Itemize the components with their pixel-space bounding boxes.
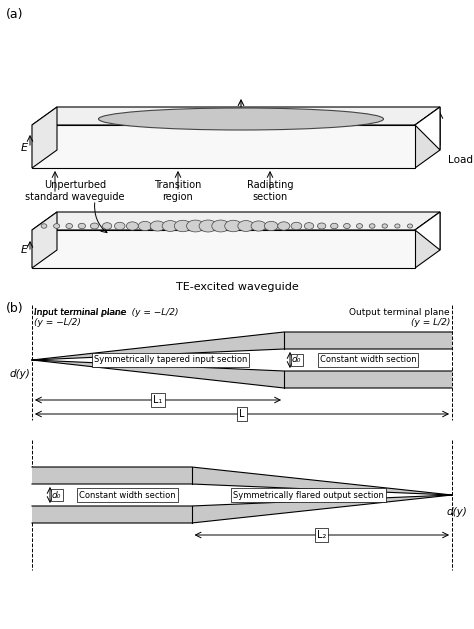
Ellipse shape [278,222,290,230]
Ellipse shape [150,221,165,231]
Ellipse shape [291,222,302,230]
Ellipse shape [225,220,242,231]
Ellipse shape [102,223,112,230]
Text: Input terminal plane: Input terminal plane [34,308,127,317]
Ellipse shape [330,223,338,229]
Text: Constant width section: Constant width section [319,355,416,364]
Polygon shape [32,467,452,523]
Text: L: L [239,409,245,419]
Text: Constant width section: Constant width section [80,491,176,499]
Text: L₂: L₂ [317,530,327,540]
Ellipse shape [395,224,400,228]
Polygon shape [32,230,415,268]
Text: (y = L/2): (y = L/2) [410,318,450,327]
Ellipse shape [318,223,326,229]
Text: Output terminal plane: Output terminal plane [349,308,450,317]
Polygon shape [415,107,440,150]
Polygon shape [32,107,440,125]
Text: Symmetrically tapered input section: Symmetrically tapered input section [94,355,247,364]
Text: d(y): d(y) [447,507,468,517]
Ellipse shape [199,220,217,232]
Text: d₀: d₀ [52,491,61,499]
Ellipse shape [408,224,412,228]
Polygon shape [32,212,57,268]
Text: (a): (a) [6,8,24,21]
Text: Transition
region: Transition region [155,180,202,202]
Ellipse shape [264,221,278,231]
Ellipse shape [356,224,363,228]
Polygon shape [32,125,415,168]
Ellipse shape [187,220,204,232]
Ellipse shape [344,223,350,228]
Ellipse shape [304,223,314,230]
Text: d₀: d₀ [292,355,301,364]
Ellipse shape [174,220,191,231]
Text: Load: Load [448,155,473,165]
Text: L₁: L₁ [153,395,163,405]
Ellipse shape [127,222,138,230]
Polygon shape [32,349,452,371]
Text: Unperturbed
standard waveguide: Unperturbed standard waveguide [25,180,125,202]
Ellipse shape [99,108,383,130]
Ellipse shape [66,223,73,228]
Text: d(y): d(y) [9,369,30,379]
Text: TE-excited waveguide: TE-excited waveguide [176,282,298,292]
Ellipse shape [382,224,388,228]
Ellipse shape [78,223,85,229]
Polygon shape [32,484,452,506]
Ellipse shape [54,224,60,228]
Ellipse shape [162,221,178,231]
Text: E: E [21,245,28,255]
Ellipse shape [212,220,229,232]
Text: Radiating
section: Radiating section [247,180,293,202]
Ellipse shape [369,224,375,228]
Text: Symmetrically flared output section: Symmetrically flared output section [233,491,384,499]
Text: E: E [21,143,28,153]
Text: (y = −L/2): (y = −L/2) [34,318,81,327]
Polygon shape [32,212,440,230]
Polygon shape [415,212,440,250]
Ellipse shape [41,224,47,228]
Polygon shape [32,107,57,168]
Ellipse shape [114,222,125,230]
Ellipse shape [251,221,266,231]
Text: Input terminal plane  (y = −L/2): Input terminal plane (y = −L/2) [34,308,179,317]
Polygon shape [32,332,452,388]
Ellipse shape [91,223,99,229]
Ellipse shape [138,221,152,231]
Ellipse shape [238,221,254,231]
Polygon shape [415,107,440,168]
Polygon shape [415,212,440,268]
Text: (b): (b) [6,302,24,315]
